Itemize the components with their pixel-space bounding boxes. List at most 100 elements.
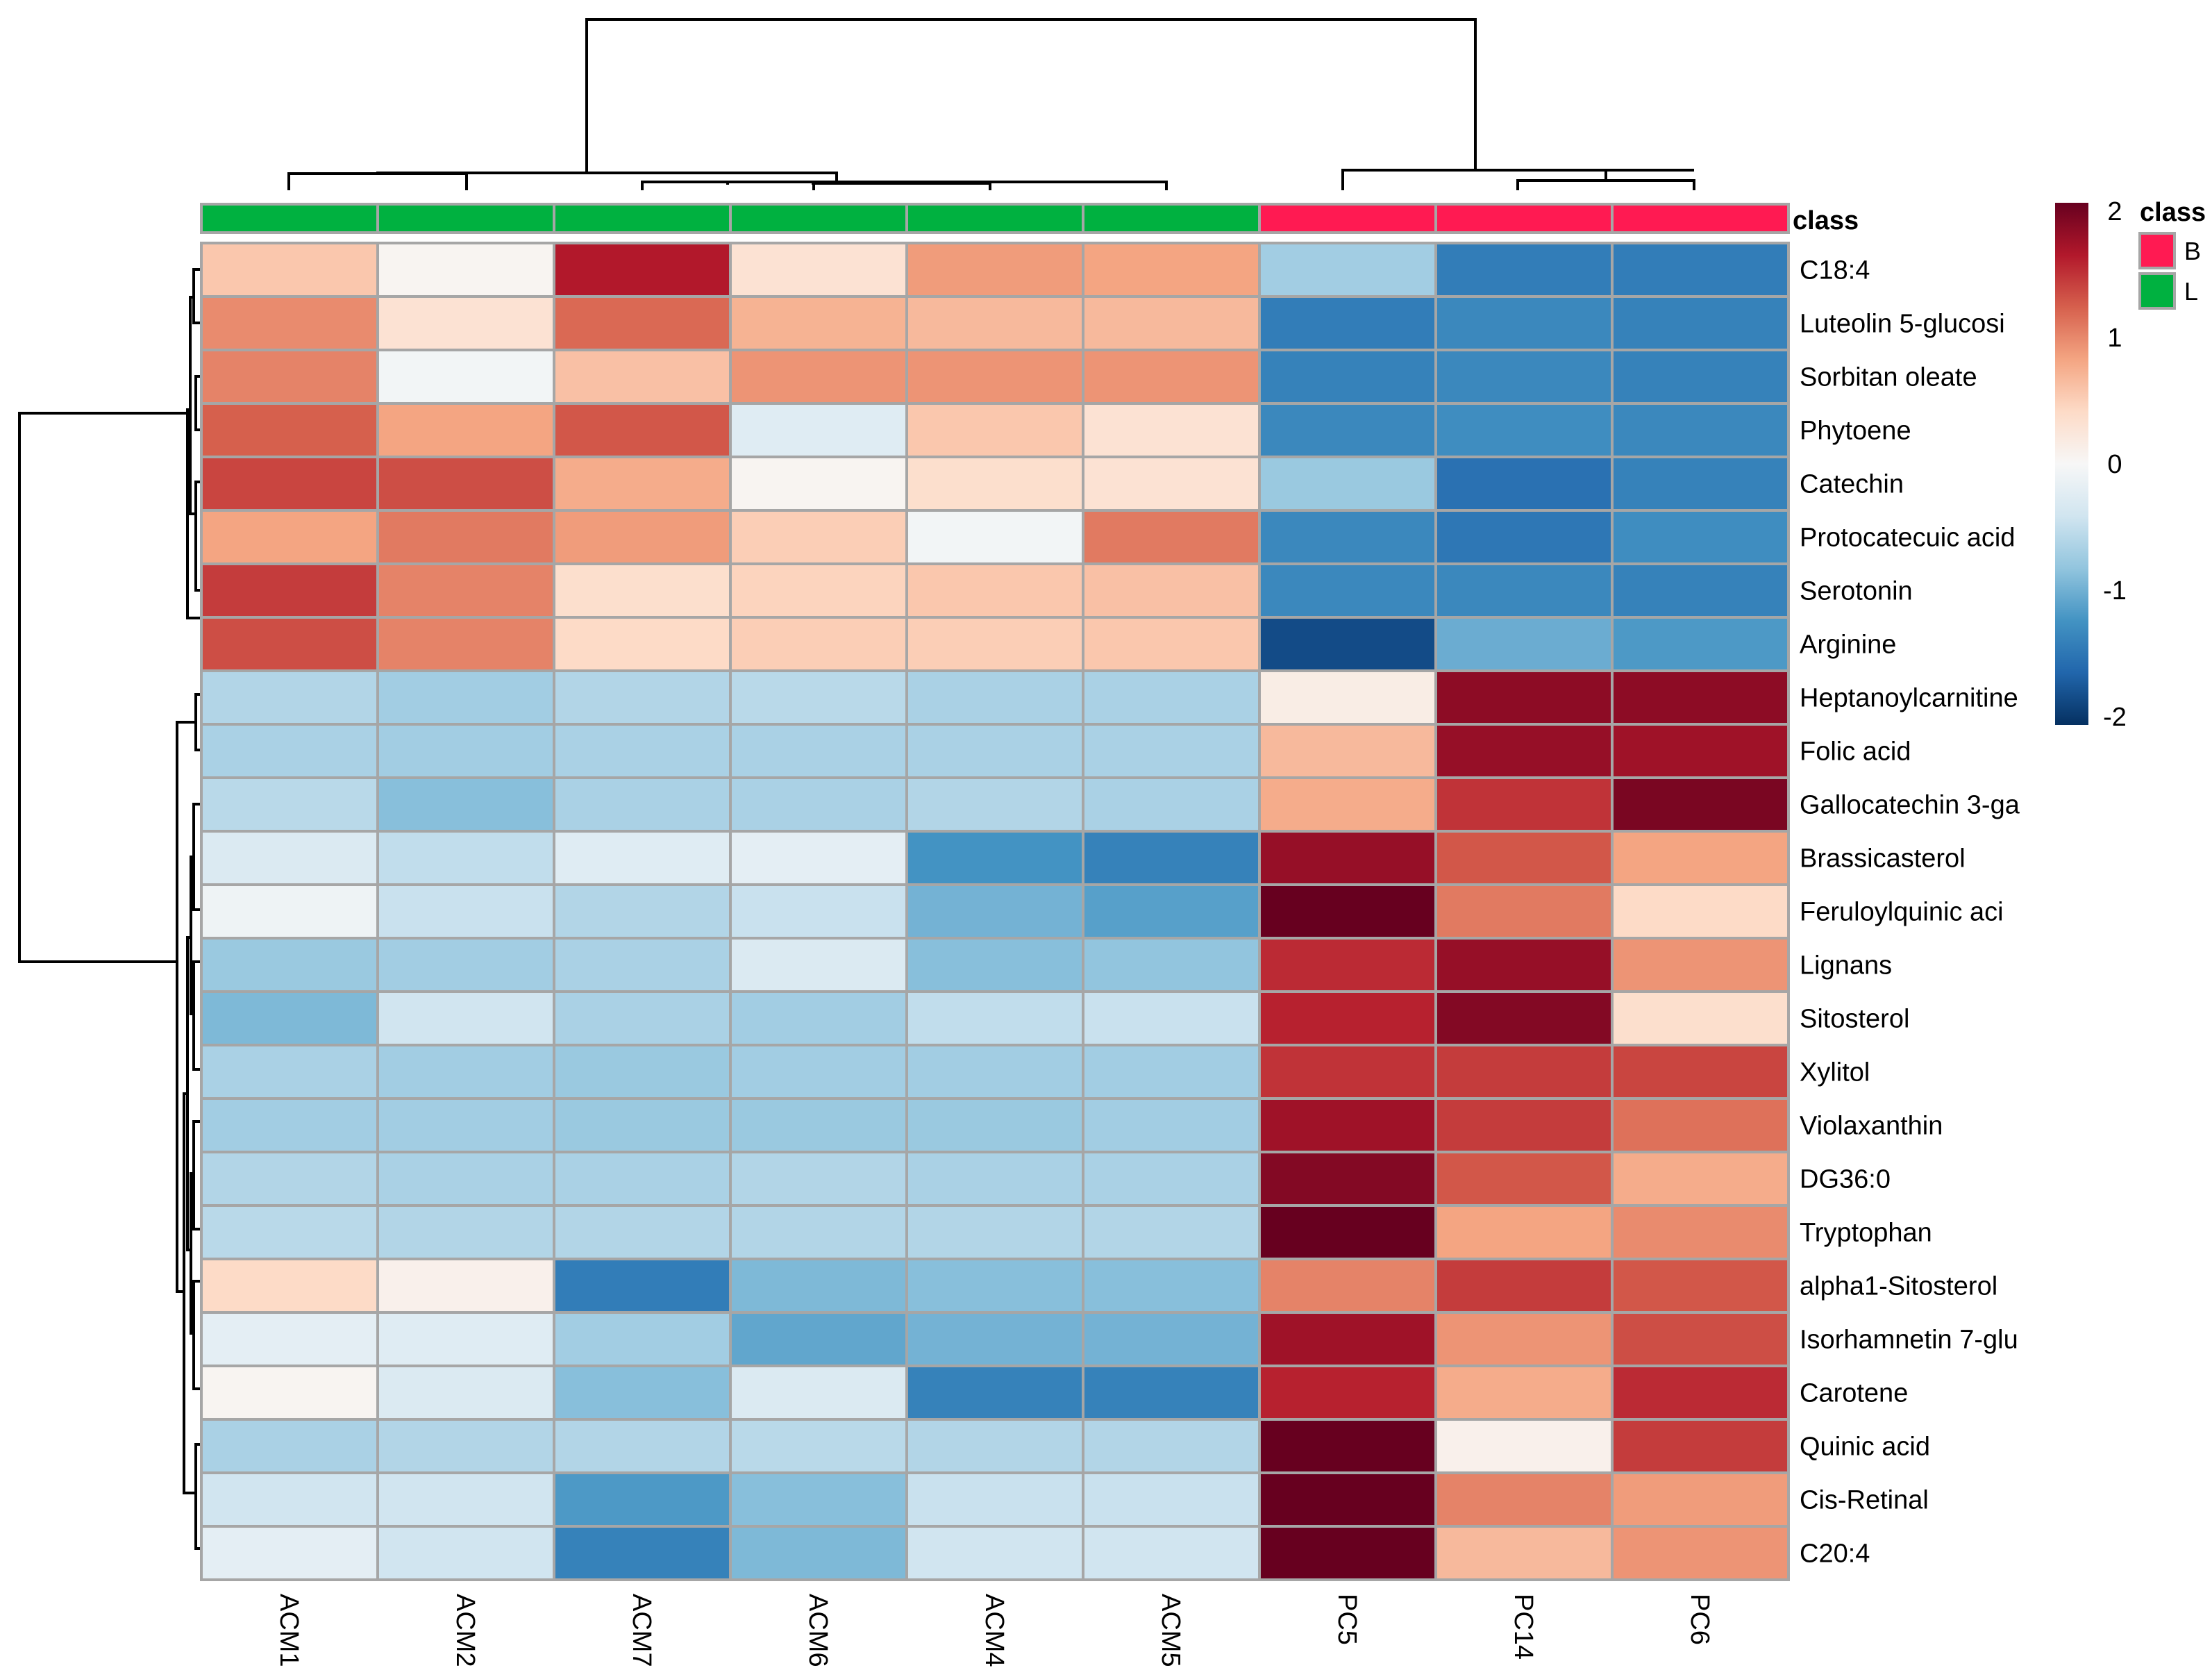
heatmap-cell (1258, 1365, 1437, 1421)
heatmap-cell (1082, 562, 1261, 619)
heatmap-cell (1434, 1044, 1614, 1100)
heatmap-cell (1434, 562, 1614, 619)
heatmap-cell (1082, 402, 1261, 458)
heatmap-cell (1258, 402, 1437, 458)
heatmap-cell (905, 562, 1084, 619)
heatmap-cell (905, 883, 1084, 940)
class-annotation-cell (729, 203, 908, 234)
heatmap-cell (200, 349, 379, 405)
heatmap-cell (1434, 723, 1614, 779)
heatmap-cell (200, 1097, 379, 1153)
heatmap-cell (1082, 1258, 1261, 1314)
column-label: ACM4 (980, 1594, 1009, 1667)
heatmap-cell (200, 1471, 379, 1528)
heatmap-cell (553, 937, 732, 993)
heatmap-cell (729, 937, 908, 993)
heatmap-cell (200, 1365, 379, 1421)
heatmap-cell (905, 295, 1084, 351)
heatmap-cell (1258, 990, 1437, 1046)
heatmap-cell (729, 1097, 908, 1153)
heatmap-cell (376, 1044, 555, 1100)
column-label: ACM7 (627, 1594, 656, 1667)
heatmap-cell (376, 669, 555, 726)
row-dendrogram-branch (189, 296, 196, 515)
heatmap-cell (1082, 1204, 1261, 1260)
heatmap-cell (729, 723, 908, 779)
heatmap-cell (1258, 295, 1437, 351)
heatmap-cell (1082, 242, 1261, 298)
heatmap-cell (1082, 723, 1261, 779)
heatmap-cell (1082, 1525, 1261, 1581)
heatmap-cell (1258, 1525, 1437, 1581)
heatmap-cell (553, 990, 732, 1046)
heatmap-cell (1434, 456, 1614, 512)
heatmap-cell (729, 883, 908, 940)
heatmap-cell (1611, 1151, 1790, 1207)
heatmap-cell (905, 1151, 1084, 1207)
heatmap-cell (1082, 1365, 1261, 1421)
heatmap-cell (1258, 509, 1437, 565)
heatmap-cell (905, 1525, 1084, 1581)
heatmap-cell (729, 456, 908, 512)
heatmap-cell (1258, 456, 1437, 512)
heatmap-cell (1611, 1471, 1790, 1528)
heatmap-cell (1258, 1204, 1437, 1260)
heatmap-cell (376, 1418, 555, 1474)
heatmap-cell (376, 1204, 555, 1260)
heatmap-cell (376, 990, 555, 1046)
heatmap-cell (729, 1258, 908, 1314)
class-legend: class BL (2138, 198, 2206, 310)
heatmap-cell (1434, 1525, 1614, 1581)
heatmap-cell (1082, 990, 1261, 1046)
heatmap-cell (1434, 1471, 1614, 1528)
heatmap-cell (1258, 883, 1437, 940)
row-label: Sorbitan oleate (1800, 363, 1977, 392)
heatmap-cell (729, 1204, 908, 1260)
heatmap-cell (905, 723, 1084, 779)
heatmap-cell (729, 1365, 908, 1421)
heatmap-cell (1082, 1311, 1261, 1367)
heatmap-cell (729, 1311, 908, 1367)
heatmap-cell (729, 242, 908, 298)
row-dendrogram-branch (183, 1092, 196, 1494)
row-dendrogram-branch (192, 1120, 201, 1230)
heatmap-cell (376, 883, 555, 940)
heatmap-cell (1082, 509, 1261, 565)
heatmap-cell (376, 776, 555, 833)
heatmap-cell (1258, 1097, 1437, 1153)
heatmap-cell (200, 1258, 379, 1314)
heatmap-cell (905, 242, 1084, 298)
row-labels: C18:4 Luteolin 5-glucosi Sorbitan oleate Ph… (1800, 256, 2020, 1569)
class-annotation-cell (1258, 203, 1437, 234)
row-label: Tryptophan (1800, 1219, 1932, 1248)
row-label: Gallocatechin 3-ga (1800, 791, 2020, 820)
row-label: DG36:0 (1800, 1165, 1891, 1194)
heatmap-cell (553, 669, 732, 726)
row-label: Arginine (1800, 631, 1896, 660)
heatmap-cell (1611, 937, 1790, 993)
heatmap-cell (905, 349, 1084, 405)
column-dendrogram-branch (726, 181, 946, 185)
class-annotation-bar (200, 203, 1790, 234)
heatmap-cell (376, 1258, 555, 1314)
row-label: Brassicasterol (1800, 844, 1966, 874)
heatmap-cell (200, 616, 379, 672)
heatmap-cell (1434, 830, 1614, 886)
heatmap-cell (200, 776, 379, 833)
heatmap-cell (200, 937, 379, 993)
column-label: ACM1 (274, 1594, 303, 1667)
heatmap-cell (200, 1311, 379, 1367)
heatmap-cell (1082, 295, 1261, 351)
row-label: C18:4 (1800, 256, 1870, 285)
heatmap-cell (553, 830, 732, 886)
heatmap-cell (1258, 830, 1437, 886)
heatmap-cell (553, 1044, 732, 1100)
heatmap-cell (905, 616, 1084, 672)
heatmap-cell (1434, 1151, 1614, 1207)
column-dendrogram-branch (1604, 169, 1694, 181)
row-dendrogram-branch (194, 481, 201, 592)
row-label: Luteolin 5-glucosi (1800, 310, 2005, 339)
heatmap-cell (905, 1258, 1084, 1314)
row-label: Sitosterol (1800, 1005, 1909, 1034)
column-dendrogram-branch (812, 182, 991, 190)
